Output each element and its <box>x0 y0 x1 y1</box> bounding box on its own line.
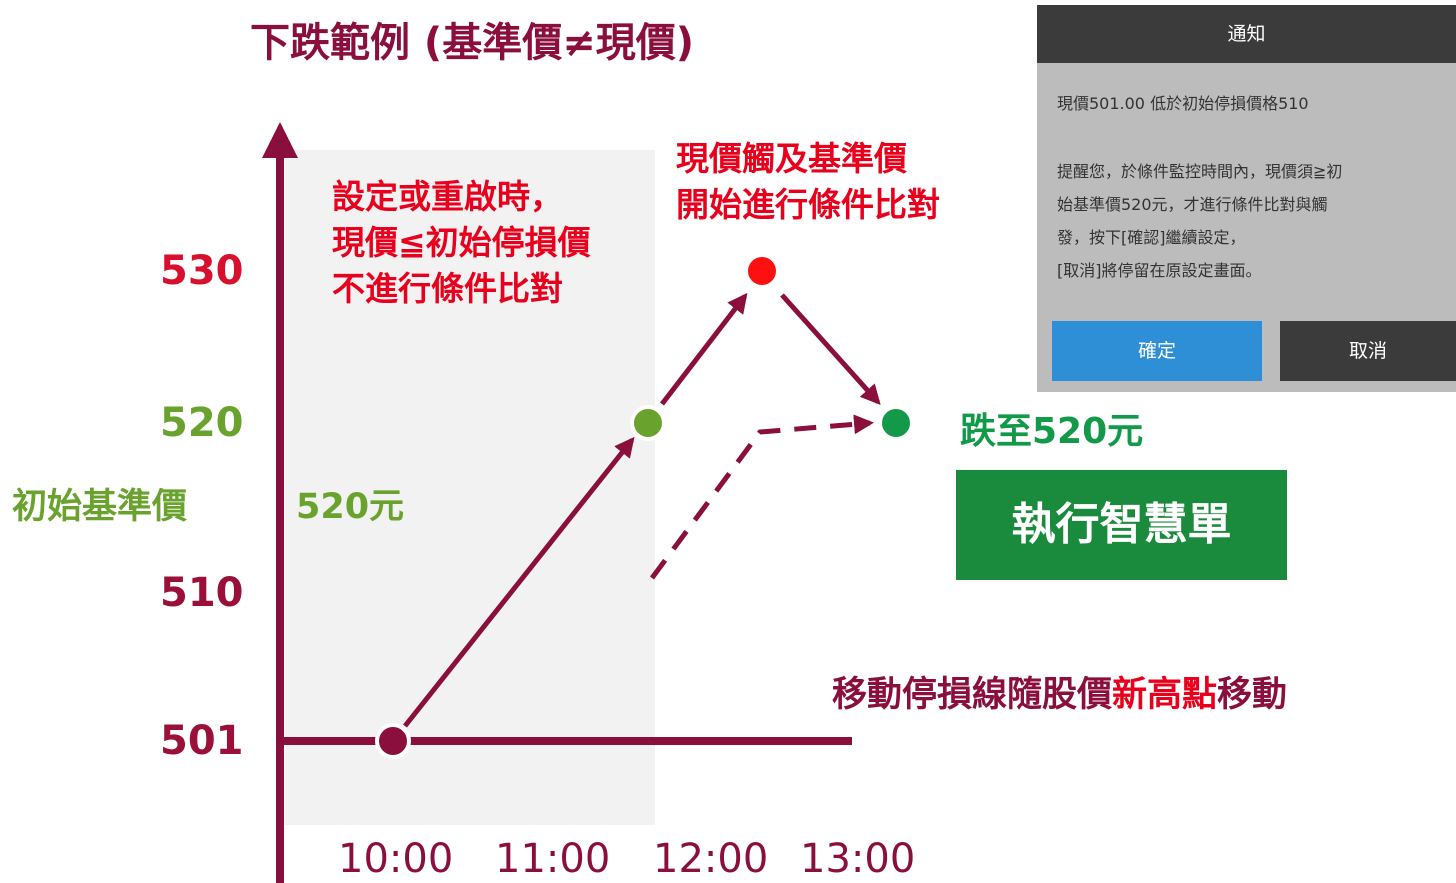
dialog: 通知 現價501.00 低於初始停損價格510 提醒您，於條件監控時間內，現價須… <box>1037 5 1456 392</box>
line: 發，按下[確認]繼續設定， <box>1057 228 1246 247</box>
cancel-button[interactable]: 取消 <box>1280 321 1456 381</box>
point <box>630 405 666 441</box>
axis-arrow <box>262 122 298 158</box>
point <box>744 253 780 289</box>
line: 提醒您，於條件監控時間內，現價須≧初 <box>1057 162 1343 181</box>
text: 移動停損線隨股價 <box>832 675 1113 715</box>
line: 現價觸及基準價 <box>676 139 907 178</box>
x-label: 10:00 <box>338 836 454 882</box>
note-top: 現價觸及基準價 開始進行條件比對 <box>676 136 940 228</box>
dialog-message: 現價501.00 低於初始停損價格510 <box>1057 94 1309 113</box>
dialog-title: 通知 <box>1037 5 1456 63</box>
arrows <box>403 292 881 728</box>
text: 移動 <box>1217 675 1288 715</box>
text: 新高點 <box>1112 675 1218 715</box>
y-label: 510 <box>160 570 244 616</box>
line: [取消]將停留在原設定畫面。 <box>1057 261 1262 280</box>
point <box>878 405 914 441</box>
drop-label: 跌至520元 <box>960 411 1144 452</box>
line: 開始進行條件比對 <box>676 185 940 224</box>
trail-note: 移動停損線隨股價新高點移動 <box>832 666 1287 717</box>
dialog-reminder: 提醒您，於條件監控時間內，現價須≧初 始基準價520元，才進行條件比對與觸 發，按下… <box>1057 155 1342 287</box>
x-label: 13:00 <box>800 836 916 882</box>
title: 下跌範例 (基準價≠現價) <box>250 20 695 66</box>
note-left: 設定或重啟時， 現價≦初始停損價 不進行條件比對 <box>332 174 591 312</box>
base-label: 初始基準價 <box>12 487 188 527</box>
x-label: 12:00 <box>653 836 769 882</box>
x-label: 11:00 <box>495 836 611 882</box>
point <box>375 723 411 759</box>
action-box: 執行智慧單 <box>956 470 1287 580</box>
line: 設定或重啟時， <box>332 177 563 216</box>
y-label: 530 <box>160 248 244 294</box>
confirm-button[interactable]: 確定 <box>1052 321 1262 381</box>
line: 不進行條件比對 <box>332 269 563 308</box>
base-value: 520元 <box>296 487 405 527</box>
y-label: 501 <box>160 718 244 764</box>
line: 現價≦初始停損價 <box>332 223 591 262</box>
line: 始基準價520元，才進行條件比對與觸 <box>1057 195 1328 214</box>
y-label: 520 <box>160 400 244 446</box>
